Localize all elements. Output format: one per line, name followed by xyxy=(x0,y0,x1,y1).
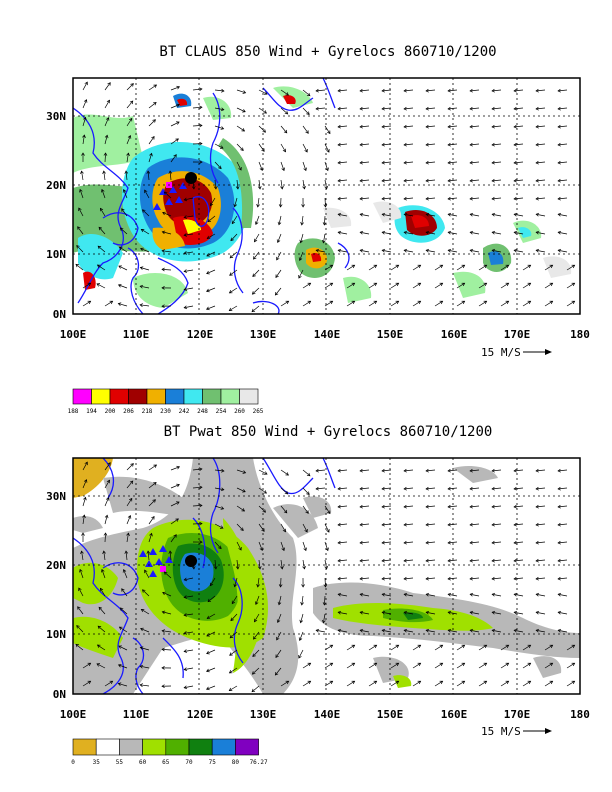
claus-colorbar-swatch xyxy=(165,388,185,405)
pwat-gridlines xyxy=(73,458,580,694)
pwat-lon-label: 170E xyxy=(504,708,531,721)
claus-colorbar-label: 200 xyxy=(105,408,116,415)
pwat-lon-label: 100E xyxy=(60,708,87,721)
claus-colorbar: 188 194 200 206 218 230 242 248 254 260 265 xyxy=(68,388,264,415)
pwat-vector-ref-arrowhead xyxy=(545,728,552,734)
claus-lon-label: 120E xyxy=(187,328,214,341)
pwat-coastlines xyxy=(73,458,336,694)
pwat-lon-label: 180 xyxy=(570,708,590,721)
pwat-lat-label: 10N xyxy=(46,628,66,641)
claus-colorbar-swatch xyxy=(109,388,129,405)
claus-colorbar-swatch xyxy=(146,388,166,405)
pwat-colorbar: 0 35 55 60 65 70 75 80 76.27 xyxy=(71,738,268,766)
pwat-lon-label: 110E xyxy=(123,708,150,721)
pwat-colorbar-swatch xyxy=(188,738,213,756)
pwat-colorbar-swatch xyxy=(165,738,190,756)
pwat-colorbar-label: 35 xyxy=(93,759,101,766)
pwat-wind-vectors xyxy=(75,461,576,693)
claus-lon-label: 170E xyxy=(504,328,531,341)
claus-lat-label: 10N xyxy=(46,248,66,261)
claus-lon-label: 110E xyxy=(123,328,150,341)
pwat-gyre-markers xyxy=(139,545,197,577)
claus-gridlines xyxy=(73,78,580,314)
pwat-vector-ref-label: 15 M/S xyxy=(481,725,521,738)
claus-colorbar-label: 242 xyxy=(179,408,190,415)
claus-colorbar-label: 188 xyxy=(68,408,79,415)
pwat-colorbar-swatch xyxy=(211,738,236,756)
claus-colorbar-swatch xyxy=(202,388,222,405)
pwat-colorbar-label: 0 xyxy=(71,759,75,766)
claus-vector-ref-label: 15 M/S xyxy=(481,346,521,359)
claus-lat-label: 30N xyxy=(46,110,66,123)
claus-lat-label: 0N xyxy=(53,308,66,321)
claus-colorbar-label: 254 xyxy=(216,408,227,415)
claus-colorbar-label: 248 xyxy=(197,408,208,415)
pwat-lat-label: 30N xyxy=(46,490,66,503)
pwat-lon-axis: 100E 110E 120E 130E 140E 150E 160E 170E … xyxy=(60,708,590,721)
pwat-lon-label: 120E xyxy=(187,708,214,721)
claus-colorbar-label: 206 xyxy=(123,408,134,415)
pwat-colorbar-label: 76.27 xyxy=(250,759,268,766)
claus-map-area xyxy=(72,77,581,315)
claus-lon-label: 160E xyxy=(441,328,468,341)
claus-wind-vectors xyxy=(75,81,576,313)
claus-colorbar-swatch xyxy=(91,388,111,405)
pwat-lon-label: 160E xyxy=(441,708,468,721)
pwat-colorbar-label: 55 xyxy=(116,759,124,766)
claus-colorbar-swatch xyxy=(128,388,148,405)
pwat-colorbar-swatch xyxy=(119,738,143,756)
claus-colorbar-swatch xyxy=(220,388,240,405)
pwat-vector-reference: 15 M/S xyxy=(481,725,552,738)
claus-colorbar-label: 260 xyxy=(234,408,245,415)
claus-lon-axis: 100E 110E 120E 130E 140E 150E 160E 170E … xyxy=(60,328,590,341)
pwat-lat-label: 20N xyxy=(46,559,66,572)
pwat-colorbar-label: 75 xyxy=(209,759,217,766)
pwat-colorbar-swatch xyxy=(142,738,167,756)
claus-vector-ref-arrowhead xyxy=(545,349,552,355)
claus-lon-label: 130E xyxy=(250,328,277,341)
pwat-colorbar-swatch xyxy=(72,738,97,756)
claus-lon-label: 180 xyxy=(570,328,590,341)
pwat-colorbar-swatch xyxy=(235,738,259,756)
claus-colorbar-swatch xyxy=(72,388,92,405)
claus-lon-label: 100E xyxy=(60,328,87,341)
pwat-map-frame xyxy=(72,457,581,695)
claus-colorbar-label: 230 xyxy=(160,408,171,415)
pwat-lon-label: 130E xyxy=(250,708,277,721)
pwat-lon-label: 150E xyxy=(377,708,404,721)
pwat-lon-label: 140E xyxy=(314,708,341,721)
claus-colorbar-label: 194 xyxy=(86,408,97,415)
claus-colorbar-label: 218 xyxy=(142,408,153,415)
claus-coastlines xyxy=(73,78,350,314)
claus-lat-label: 20N xyxy=(46,179,66,192)
claus-colorbar-swatch xyxy=(183,388,203,405)
panel-claus-title: BT CLAUS 850 Wind + Gyrelocs 860710/1200 xyxy=(159,44,496,60)
pwat-colorbar-label: 70 xyxy=(185,759,193,766)
pwat-colorbar-swatch xyxy=(95,738,120,756)
pwat-colorbar-label: 60 xyxy=(139,759,147,766)
pwat-colorbar-label: 65 xyxy=(162,759,170,766)
claus-vector-reference: 15 M/S xyxy=(481,346,552,359)
pwat-lat-axis: 0N 10N 20N 30N xyxy=(46,490,66,701)
claus-lon-label: 140E xyxy=(314,328,341,341)
claus-lat-axis: 0N 10N 20N 30N xyxy=(46,110,66,321)
panel-pwat: BT Pwat 850 Wind + Gyrelocs 860710/1200 xyxy=(46,424,590,766)
pwat-lat-label: 0N xyxy=(53,688,66,701)
claus-colorbar-label: 265 xyxy=(253,408,264,415)
panel-claus: BT CLAUS 850 Wind + Gyrelocs 860710/1200 xyxy=(46,44,590,415)
claus-map-frame xyxy=(72,77,581,315)
panel-pwat-title: BT Pwat 850 Wind + Gyrelocs 860710/1200 xyxy=(164,424,493,440)
pwat-colorbar-label: 80 xyxy=(232,759,240,766)
pwat-map-area xyxy=(72,457,581,695)
claus-lon-label: 150E xyxy=(377,328,404,341)
claus-colorbar-swatch xyxy=(239,388,259,405)
